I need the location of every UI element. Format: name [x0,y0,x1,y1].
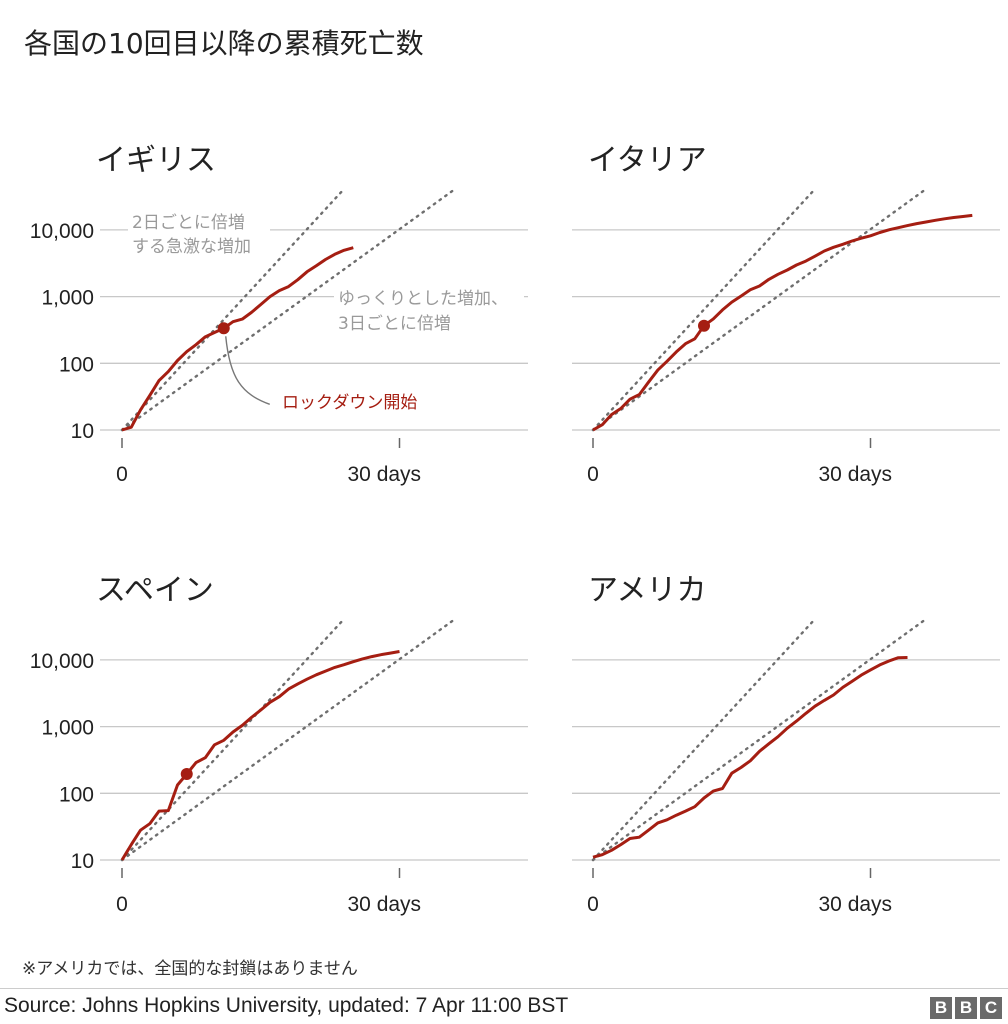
annotation-3day-line2: 3日ごとに倍増 [338,314,451,334]
panel-title: イギリス [96,143,216,178]
lockdown-marker [180,767,193,780]
x-tick-label: 0 [116,893,128,916]
x-tick-label: 30 days [348,463,422,486]
y-tick-label: 10 [71,850,94,873]
footnote: ※アメリカでは、全国的な封鎖はありません [22,959,358,979]
chart-title: 各国の10回目以降の累積死亡数 [24,27,424,60]
bbc-logo: B B C [930,997,1002,1019]
y-tick-label: 10,000 [30,220,94,243]
chart-panel-4: アメリカ 0 30 days [572,573,1000,916]
x-tick-label: 30 days [819,893,893,916]
logo-letter: B [930,997,952,1019]
logo-letter: C [980,997,1002,1019]
source-divider [0,988,1008,989]
lockdown-marker [698,319,710,332]
reference-line-2day [591,617,817,862]
reference-line-2day [120,187,346,432]
panel-title: スペイン [96,573,214,608]
x-tick-label: 30 days [819,463,893,486]
reference-line-3day [591,187,928,432]
annotation-3day-line1: ゆっくりとした増加、 [338,289,508,309]
series-line [120,650,400,861]
chart-panel-1: イギリス 10 100 1,000 10,000 0 30 days 2日ごとに倍増する急激な… [30,143,528,486]
annotation-bg [334,286,524,336]
logo-letter: B [955,997,977,1019]
reference-line-2day [120,617,346,862]
lockdown-annotation: ロックダウン開始 [282,393,417,413]
reference-line-3day [120,187,457,432]
reference-line-3day [591,617,928,862]
y-tick-label: 1,000 [41,717,94,740]
annotation-bg [128,210,270,260]
x-tick-label: 0 [116,463,128,486]
source-text: Source: Johns Hopkins University, update… [4,994,569,1017]
x-tick-label: 0 [587,893,599,916]
series-line [592,213,973,432]
y-tick-label: 100 [59,783,94,806]
panel-title: アメリカ [588,573,707,608]
reference-line-2day [591,187,817,432]
y-tick-label: 1,000 [41,287,94,310]
panel-title: イタリア [588,143,707,178]
x-tick-label: 30 days [348,893,422,916]
chart-panel-2: イタリア 0 30 days [572,143,1000,486]
y-tick-label: 10 [71,420,94,443]
series-line [592,656,908,859]
series-line [121,246,354,432]
y-tick-label: 100 [59,353,94,376]
annotation-2day-line2: する急激な増加 [132,237,251,257]
annotation-2day-line1: 2日ごとに倍増 [132,213,245,233]
x-tick-label: 0 [587,463,599,486]
y-tick-label: 10,000 [30,650,94,673]
chart-panel-3: スペイン 10 100 1,000 10,000 0 30 days [30,573,528,916]
lockdown-marker [217,322,230,335]
lockdown-leader-line [225,336,270,405]
reference-line-3day [120,617,457,862]
